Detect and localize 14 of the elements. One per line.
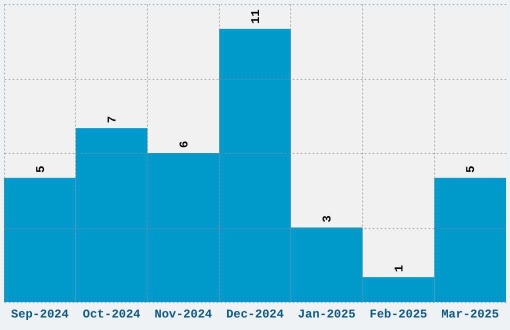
data-label: 11 [249,9,263,24]
x-tick-label: Sep-2024 [11,308,69,322]
x-tick-label: Dec-2024 [226,308,284,322]
data-label: 6 [177,140,192,148]
data-label: 3 [320,215,335,222]
data-label: 5 [464,166,478,173]
x-tick-label: Nov-2024 [154,308,212,322]
data-label: 1 [392,264,406,272]
x-tick-label: Jan-2025 [298,308,356,322]
data-label: 5 [34,166,48,173]
x-tick-label: Feb-2025 [370,308,428,322]
x-tick-label: Oct-2024 [82,308,140,322]
x-tick-label: Mar-2025 [441,308,499,322]
data-label: 7 [106,116,120,124]
